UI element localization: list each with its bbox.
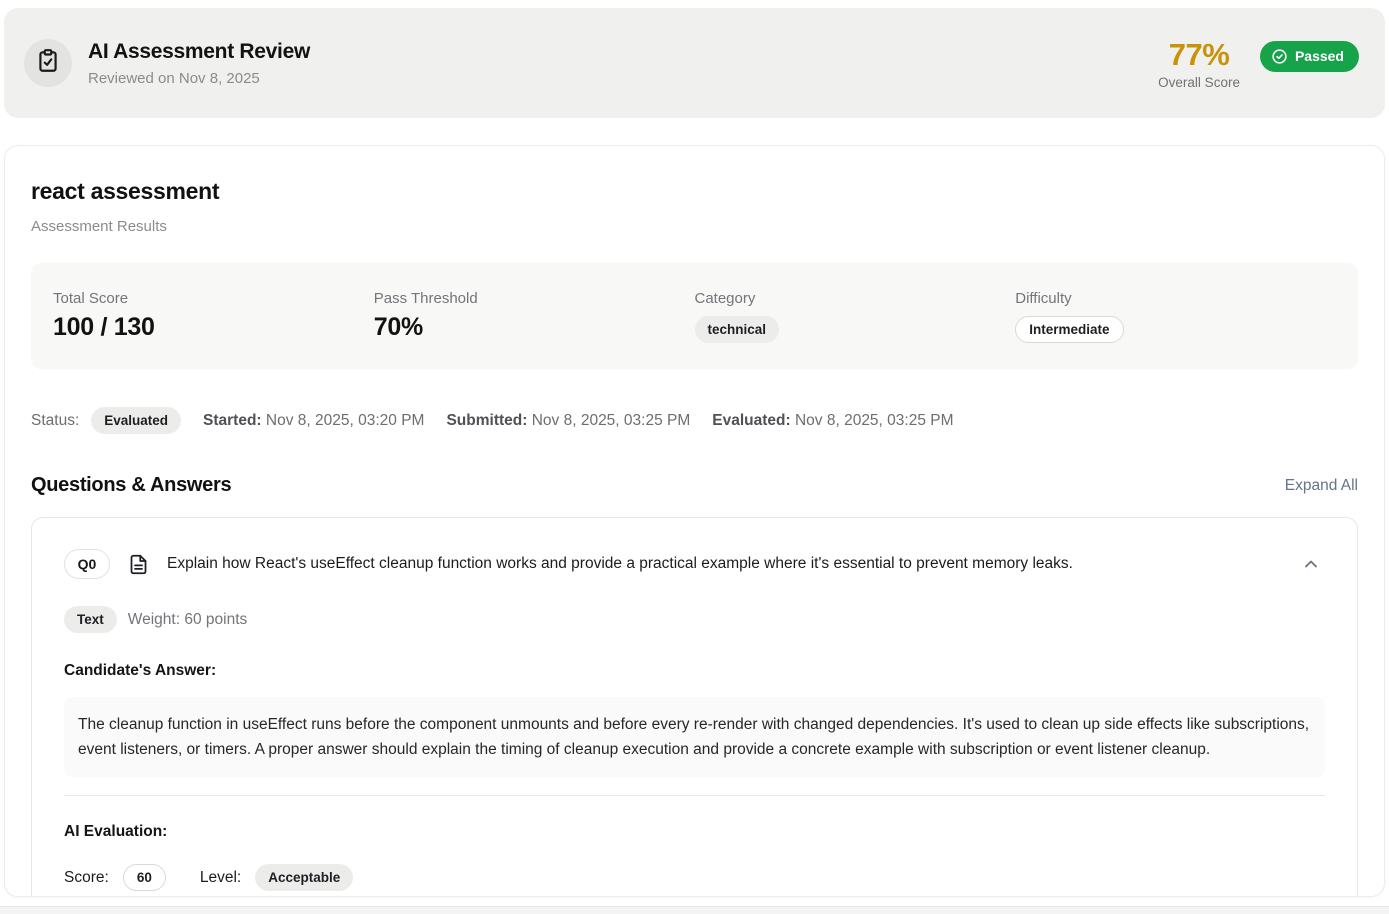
stat-label: Category [694, 289, 756, 307]
status-label: Status: [31, 411, 80, 429]
passed-status-badge: Passed [1259, 40, 1359, 72]
stat-category: Category technical [694, 289, 1016, 343]
status-row: Status: Evaluated Started: Nov 8, 2025, … [31, 407, 1358, 434]
assessment-subtitle: Assessment Results [31, 218, 167, 235]
evaluated-item: Evaluated: Nov 8, 2025, 03:25 PM [712, 412, 953, 430]
question-type-badge: Text [64, 606, 117, 633]
started-label: Started: [203, 411, 262, 429]
score-value-badge: 60 [122, 864, 166, 891]
reviewed-date: Reviewed on Nov 8, 2025 [88, 69, 260, 87]
page-bottom-strip [0, 906, 1389, 914]
started-item: Started: Nov 8, 2025, 03:20 PM [203, 412, 424, 430]
level-label: Level: [199, 868, 242, 886]
qa-section-header: Questions & Answers Expand All [31, 474, 1358, 497]
evaluated-value: Nov 8, 2025, 03:25 PM [794, 411, 954, 429]
assessment-card: react assessment Assessment Results Tota… [4, 145, 1385, 897]
qa-heading: Questions & Answers [31, 474, 232, 496]
stats-summary: Total Score 100 / 130 Pass Threshold 70%… [31, 263, 1358, 369]
review-header: AI Assessment Review Reviewed on Nov 8, … [4, 8, 1385, 118]
score-row: Score: 60 Level: Acceptable [64, 864, 1325, 891]
evaluated-label: Evaluated: [712, 411, 791, 429]
divider [64, 795, 1325, 796]
submitted-label: Submitted: [446, 411, 528, 429]
overall-score-label: Overall Score [1158, 74, 1240, 90]
stat-value: 100 / 130 [53, 313, 155, 341]
stat-label: Difficulty [1015, 289, 1072, 307]
header-left: AI Assessment Review Reviewed on Nov 8, … [24, 39, 1158, 87]
level-group: Level: Acceptable [199, 864, 354, 891]
stat-difficulty: Difficulty Intermediate [1015, 290, 1336, 343]
chevron-up-icon[interactable] [1297, 550, 1325, 578]
stat-total-score: Total Score 100 / 130 [53, 290, 374, 342]
check-circle-icon [1271, 48, 1288, 65]
question-meta-row: Text Weight: 60 points [64, 606, 1325, 633]
avatar [24, 39, 72, 87]
passed-badge-label: Passed [1294, 48, 1344, 64]
stat-label: Total Score [53, 290, 129, 307]
candidate-answer-label: Candidate's Answer: [64, 662, 217, 679]
submitted-value: Nov 8, 2025, 03:25 PM [531, 411, 691, 429]
level-value-badge: Acceptable [255, 864, 354, 891]
score-label: Score: [64, 868, 109, 886]
stat-value: 70% [373, 313, 423, 341]
overall-score-value: 77% [1168, 36, 1230, 72]
question-header[interactable]: Q0 Explain how React's useEffect cleanup… [64, 549, 1325, 579]
clipboard-check-icon [35, 48, 61, 79]
stat-pass-threshold: Pass Threshold 70% [374, 290, 695, 342]
candidate-answer-text: The cleanup function in useEffect runs b… [64, 697, 1325, 777]
status-evaluated-badge: Evaluated [91, 407, 182, 434]
question-weight: Weight: 60 points [127, 610, 248, 628]
file-text-icon [128, 554, 149, 575]
started-value: Nov 8, 2025, 03:20 PM [265, 411, 425, 429]
header-titles: AI Assessment Review Reviewed on Nov 8, … [88, 40, 310, 87]
overall-score-block: 77% Overall Score [1158, 37, 1240, 90]
difficulty-badge: Intermediate [1015, 315, 1124, 343]
ai-evaluation-label: AI Evaluation: [64, 823, 168, 840]
question-id-badge: Q0 [64, 549, 110, 579]
header-right: 77% Overall Score Passed [1158, 37, 1359, 90]
expand-all-button[interactable]: Expand All [1284, 476, 1358, 494]
page-title: AI Assessment Review [88, 39, 310, 63]
question-card: Q0 Explain how React's useEffect cleanup… [31, 517, 1358, 896]
question-text: Explain how React's useEffect cleanup fu… [167, 554, 1073, 572]
assessment-title: react assessment [31, 178, 220, 204]
category-badge: technical [694, 315, 780, 343]
submitted-item: Submitted: Nov 8, 2025, 03:25 PM [446, 412, 690, 430]
stat-label: Pass Threshold [373, 290, 478, 307]
